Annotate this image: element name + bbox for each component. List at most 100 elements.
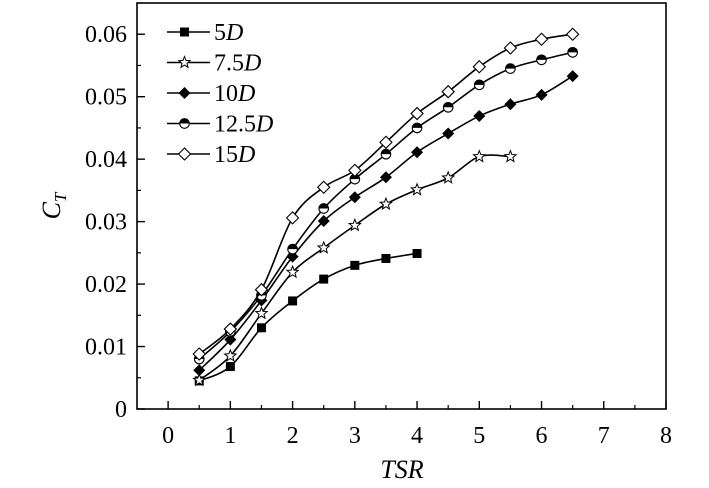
legend-label-number: 10: [214, 81, 238, 107]
data-point: [472, 149, 487, 163]
legend-label: 7.5D: [214, 51, 261, 77]
marker-half-fill: [505, 63, 516, 69]
marker-half-fill: [536, 55, 547, 60]
data-point: [192, 347, 207, 361]
data-point: [473, 110, 486, 123]
legend-label: 15D: [214, 142, 255, 168]
marker-open-diamond: [177, 147, 192, 161]
data-point: [472, 59, 487, 74]
marker-star: [347, 217, 362, 232]
series-line: [198, 252, 418, 382]
marker-diamond: [379, 171, 392, 184]
marker-diamond: [411, 146, 424, 159]
y-tick-label: 0.04: [85, 147, 127, 173]
marker-diamond: [193, 364, 206, 377]
legend-label-unit: D: [225, 20, 243, 46]
legend-label-unit: D: [237, 142, 255, 168]
y-axis-ticks: 0 0.01 0.02 0.03 0.04 0.05 0.06: [85, 22, 145, 423]
data-point: [348, 163, 362, 178]
marker-half-fill: [381, 149, 391, 155]
x-tick-label: 7: [598, 423, 610, 449]
marker-star: [503, 149, 518, 163]
series-7-5d: [192, 149, 518, 387]
data-point: [534, 32, 549, 47]
marker-diamond: [348, 191, 361, 204]
x-tick-label: 1: [224, 423, 236, 449]
marker-square: [381, 253, 391, 263]
data-point: [288, 296, 298, 306]
marker-open-diamond: [441, 84, 455, 99]
legend-marker: [177, 147, 192, 161]
data-point: [193, 364, 206, 377]
y-tick-label: 0.03: [85, 210, 127, 236]
legend-label-unit: D: [237, 81, 255, 107]
marker-diamond: [566, 70, 579, 83]
legend-label-unit: D: [255, 112, 273, 138]
data-point: [473, 79, 485, 91]
marker-square: [256, 323, 266, 333]
marker-open-diamond: [379, 135, 393, 150]
data-point: [316, 180, 331, 195]
marker-half-fill: [318, 203, 329, 209]
marker-star: [177, 55, 192, 69]
marker-open-diamond: [503, 41, 518, 55]
svg-text:CT: CT: [37, 191, 70, 219]
legend-item: 5D: [167, 20, 243, 46]
marker-diamond: [224, 333, 237, 346]
y-axis-title-main: C: [37, 201, 66, 219]
legend-label-unit: D: [243, 51, 261, 77]
legend-label: 5D: [214, 20, 243, 46]
marker-open-diamond: [285, 211, 300, 225]
data-point: [224, 333, 237, 346]
data-point: [192, 372, 207, 387]
x-tick-label: 5: [473, 423, 485, 449]
data-point: [318, 203, 330, 214]
legend-item: 7.5D: [167, 51, 261, 77]
data-point: [225, 362, 235, 372]
marker-open-diamond: [192, 347, 207, 361]
legend-label-number: 7.5: [214, 51, 244, 77]
legend-label: 12.5D: [214, 112, 273, 138]
data-point: [381, 253, 391, 263]
marker-open-diamond: [565, 27, 580, 42]
x-tick-label: 0: [162, 423, 174, 449]
data-point: [380, 148, 392, 160]
legend-label-number: 5: [214, 20, 226, 46]
marker-square: [319, 274, 329, 284]
data-point: [319, 274, 329, 284]
data-point: [254, 306, 269, 320]
marker-diamond: [535, 88, 548, 101]
marker-diamond: [317, 214, 330, 227]
y-axis-title-subscript: T: [51, 191, 70, 202]
data-point: [347, 217, 362, 232]
data-point: [566, 70, 579, 83]
legend-marker: [178, 87, 191, 99]
data-point: [504, 98, 517, 111]
data-point: [254, 282, 269, 297]
marker-square: [412, 248, 422, 258]
y-tick-label: 0.02: [85, 272, 127, 298]
data-point: [285, 211, 300, 225]
data-point: [317, 214, 330, 227]
legend-label-number: 12.5: [214, 112, 256, 138]
legend-marker: [180, 27, 189, 37]
marker-star: [316, 240, 331, 254]
legend-label-number: 15: [214, 142, 238, 168]
data-point: [410, 182, 425, 196]
data-point: [379, 171, 392, 184]
marker-star: [472, 149, 487, 163]
marker-diamond: [442, 127, 455, 140]
marker-diamond: [178, 87, 191, 99]
x-tick-label: 8: [660, 423, 672, 449]
legend-item: 10D: [167, 81, 255, 107]
data-point: [287, 243, 298, 255]
data-point: [412, 248, 422, 258]
marker-open-diamond: [316, 180, 331, 195]
data-point: [223, 322, 238, 336]
data-point: [256, 323, 266, 333]
marker-star: [378, 196, 393, 211]
x-axis-title: TSR: [380, 455, 423, 484]
data-point: [535, 88, 548, 101]
